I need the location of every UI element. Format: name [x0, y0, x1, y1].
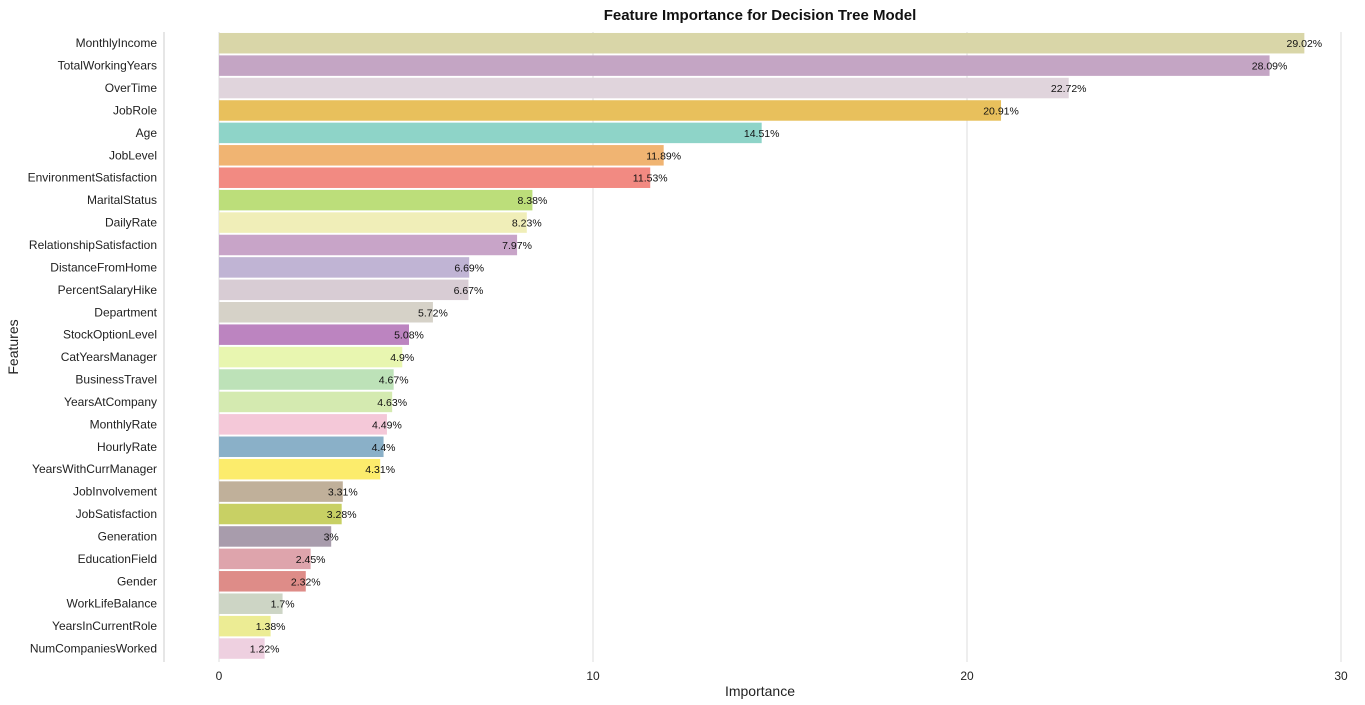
y-tick-label: WorkLifeBalance: [67, 597, 158, 611]
data-label: 4.49%: [372, 419, 402, 431]
data-label: 11.89%: [646, 150, 681, 162]
bar: [219, 503, 342, 525]
data-label: 6.67%: [454, 285, 484, 297]
y-tick-label: JobRole: [113, 103, 157, 117]
data-label: 20.91%: [983, 105, 1019, 117]
data-label: 4.67%: [379, 375, 409, 387]
bar: [219, 526, 332, 547]
data-label: 4.63%: [377, 397, 407, 409]
bar: [219, 100, 1002, 121]
x-axis-title: Importance: [725, 683, 795, 699]
bar-series: [219, 32, 1305, 659]
y-tick-label: HourlyRate: [97, 440, 157, 454]
bar: [219, 279, 469, 301]
y-axis-tick-labels: MonthlyIncome TotalWorkingYears OverTime Jo…: [28, 36, 158, 655]
y-tick-label: JobInvolvement: [73, 485, 158, 499]
data-label: 3.28%: [327, 509, 357, 521]
y-tick-label: YearsInCurrentRole: [52, 619, 157, 633]
y-tick-label: BusinessTravel: [75, 373, 157, 387]
bar: [219, 548, 311, 570]
data-label: 7.97%: [502, 240, 532, 252]
x-tick-label: 0: [216, 669, 223, 683]
y-tick-label: PercentSalaryHike: [58, 283, 158, 297]
bar: [219, 369, 394, 390]
y-tick-label: EducationField: [78, 552, 157, 566]
bar: [219, 638, 265, 659]
data-label: 5.72%: [418, 307, 448, 319]
data-label: 6.69%: [454, 262, 484, 274]
y-tick-label: YearsAtCompany: [64, 395, 157, 409]
bar: [219, 571, 306, 592]
chart-title: Feature Importance for Decision Tree Mod…: [604, 7, 917, 24]
bar: [219, 167, 651, 188]
data-label: 4.4%: [372, 442, 396, 454]
y-tick-label: DistanceFromHome: [50, 260, 157, 274]
data-label: 8.23%: [512, 218, 542, 230]
data-label: 14.51%: [744, 128, 780, 140]
bar: [219, 77, 1069, 99]
data-label: 2.32%: [291, 576, 321, 588]
y-tick-label: MonthlyIncome: [76, 36, 158, 50]
data-label: 1.22%: [250, 644, 280, 656]
data-labels: 29.02% 28.09% 22.72% 20.91% 14.51% 11.89% 11.5…: [250, 38, 1322, 655]
data-label: 5.08%: [394, 330, 424, 342]
data-label: 2.45%: [296, 554, 326, 566]
y-tick-label: EnvironmentSatisfaction: [28, 171, 157, 185]
bar: [219, 414, 387, 435]
y-axis-title: Features: [5, 319, 21, 374]
data-label: 11.53%: [633, 173, 668, 185]
bar: [219, 391, 393, 413]
data-label: 29.02%: [1287, 38, 1323, 50]
y-tick-label: YearsWithCurrManager: [32, 462, 157, 476]
y-tick-label: JobLevel: [109, 148, 157, 162]
bar: [219, 145, 664, 166]
data-label: 8.38%: [518, 195, 548, 207]
bar: [219, 593, 283, 614]
y-tick-label: NumCompaniesWorked: [30, 642, 157, 656]
bar: [219, 55, 1270, 76]
y-tick-label: Generation: [98, 529, 157, 543]
y-tick-label: OverTime: [105, 81, 158, 95]
bar: [219, 458, 381, 480]
bar: [219, 615, 271, 637]
data-label: 3%: [324, 531, 339, 543]
y-tick-label: RelationshipSatisfaction: [29, 238, 157, 252]
y-tick-label: MaritalStatus: [87, 193, 157, 207]
bar: [219, 234, 518, 256]
y-tick-label: Age: [136, 126, 158, 140]
data-label: 22.72%: [1051, 83, 1087, 95]
x-tick-label: 30: [1334, 669, 1348, 683]
y-tick-label: MonthlyRate: [90, 417, 158, 431]
y-tick-label: StockOptionLevel: [63, 328, 157, 342]
bar: [219, 346, 403, 368]
x-axis-tick-labels: 0 10 20 30: [216, 669, 1348, 683]
bar: [219, 189, 533, 211]
bar: [219, 212, 527, 233]
data-label: 28.09%: [1252, 61, 1288, 73]
data-label: 3.31%: [328, 487, 358, 499]
x-tick-label: 20: [960, 669, 974, 683]
bar: [219, 122, 762, 144]
y-tick-label: TotalWorkingYears: [58, 59, 157, 73]
bar: [219, 481, 343, 502]
data-label: 4.9%: [390, 352, 414, 364]
bar: [219, 302, 433, 323]
data-label: 1.7%: [271, 599, 295, 611]
bar: [219, 257, 470, 278]
bar: [219, 324, 409, 345]
data-label: 1.38%: [256, 621, 286, 633]
bar: [219, 436, 384, 458]
y-tick-label: Gender: [117, 574, 157, 588]
bar: [219, 32, 1305, 54]
y-tick-label: CatYearsManager: [61, 350, 157, 364]
y-tick-label: JobSatisfaction: [76, 507, 157, 521]
x-tick-label: 10: [586, 669, 600, 683]
y-tick-label: Department: [94, 305, 157, 319]
y-tick-label: DailyRate: [105, 216, 157, 230]
data-label: 4.31%: [365, 464, 395, 476]
